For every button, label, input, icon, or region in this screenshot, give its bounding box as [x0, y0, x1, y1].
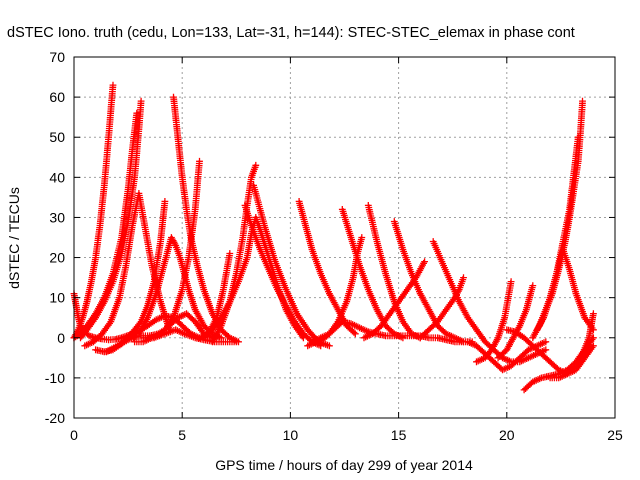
- y-tick-label: 0: [57, 330, 65, 346]
- chart-title: dSTEC Iono. truth (cedu, Lon=133, Lat=-3…: [7, 25, 575, 41]
- series-sat-14: [241, 202, 325, 350]
- y-tick-label: 60: [49, 89, 65, 105]
- y-axis-label: dSTEC / TECUs: [6, 187, 22, 289]
- series-sat-9: [135, 234, 225, 342]
- plot-frame: [73, 56, 616, 419]
- series-markers: [135, 234, 225, 342]
- series-sat-33: [546, 310, 597, 382]
- series-markers: [464, 338, 550, 374]
- series-markers: [533, 133, 582, 334]
- series-sat-5: [81, 190, 173, 350]
- series-markers: [170, 93, 242, 346]
- series-markers: [77, 97, 145, 342]
- series-sat-15: [250, 182, 333, 350]
- x-tick-label: 5: [178, 427, 186, 443]
- series-markers: [473, 278, 515, 366]
- series-sat-24: [429, 238, 550, 366]
- tick-layer: 0 5 10 15 20 25 -20 -10 0 10 20 30 40 50 60 70: [45, 49, 623, 443]
- y-tick-label: 50: [49, 129, 65, 145]
- x-tick-label: 10: [283, 427, 299, 443]
- series-sat-27: [494, 282, 537, 362]
- series-markers: [295, 198, 359, 338]
- series-sat-25: [464, 338, 550, 374]
- x-tick-label: 20: [499, 427, 515, 443]
- grid-layer: [74, 57, 615, 418]
- series-markers: [250, 182, 333, 350]
- series-markers: [241, 202, 325, 350]
- y-tick-label: 70: [49, 49, 65, 65]
- series-sat-4: [77, 97, 145, 342]
- series-markers: [429, 238, 550, 366]
- y-tick-label: 10: [49, 290, 65, 306]
- series-markers: [494, 282, 537, 362]
- series-sat-10: [170, 93, 242, 346]
- series-markers: [364, 202, 424, 342]
- series-sat-26: [473, 278, 515, 366]
- series-sat-19: [338, 206, 407, 342]
- y-tick-label: -10: [45, 370, 65, 386]
- series-markers: [546, 310, 597, 382]
- series-sat-23: [416, 274, 467, 342]
- series-sat-22: [390, 218, 467, 346]
- y-tick-label: -20: [45, 410, 65, 426]
- series-markers: [535, 97, 586, 330]
- data-layer: [70, 81, 597, 394]
- x-tick-label: 15: [391, 427, 407, 443]
- series-markers: [81, 190, 173, 350]
- x-tick-label: 25: [607, 427, 623, 443]
- series-sat-16: [295, 198, 359, 338]
- y-tick-label: 20: [49, 250, 65, 266]
- y-tick-label: 40: [49, 169, 65, 185]
- x-axis-label: GPS time / hours of day 299 of year 2014: [215, 457, 473, 473]
- series-sat-20: [364, 202, 424, 342]
- x-tick-label: 0: [70, 427, 78, 443]
- series-markers: [338, 206, 407, 342]
- series-markers: [416, 274, 467, 342]
- y-tick-label: 30: [49, 209, 65, 225]
- series-sat-31: [535, 97, 586, 330]
- series-sat-32: [533, 133, 582, 334]
- series-markers: [390, 218, 467, 346]
